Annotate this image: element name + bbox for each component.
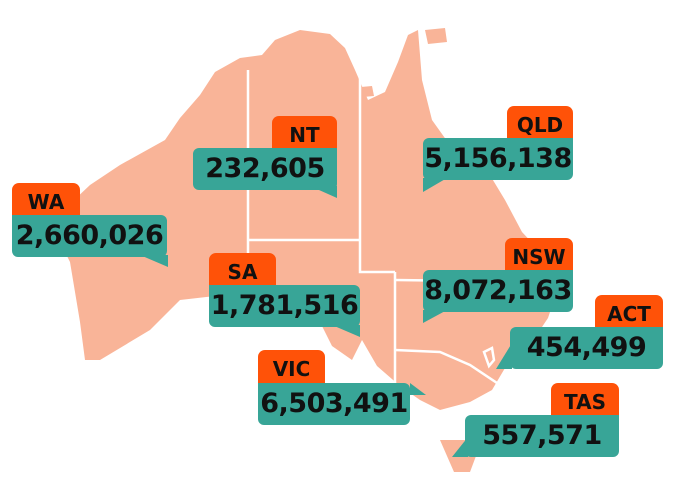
population-value: 1,781,516 (209, 285, 360, 327)
island-shape (425, 28, 447, 44)
callout-pointer (332, 325, 360, 337)
callout-pointer (410, 383, 426, 395)
state-label: VIC (258, 350, 325, 384)
population-value: 454,499 (510, 327, 663, 369)
callout-pointer (140, 255, 168, 267)
population-value: 8,072,163 (423, 270, 573, 312)
state-label: QLD (507, 106, 573, 140)
population-value: 2,660,026 (12, 215, 167, 257)
population-value: 6,503,491 (258, 383, 410, 425)
state-label: TAS (551, 383, 619, 417)
state-label: WA (12, 183, 80, 217)
state-label: NSW (505, 238, 573, 272)
island-shape (350, 86, 374, 98)
population-value: 5,156,138 (423, 138, 573, 180)
state-label: SA (209, 253, 276, 287)
callout-pointer (423, 178, 447, 192)
callout-pointer (496, 343, 512, 369)
state-label: NT (272, 116, 337, 150)
callout-pointer (452, 437, 468, 457)
population-value: 232,605 (193, 148, 337, 190)
callout-pointer (423, 310, 447, 323)
callout-pointer (310, 186, 337, 198)
state-label: ACT (595, 295, 663, 329)
population-value: 557,571 (465, 415, 619, 457)
